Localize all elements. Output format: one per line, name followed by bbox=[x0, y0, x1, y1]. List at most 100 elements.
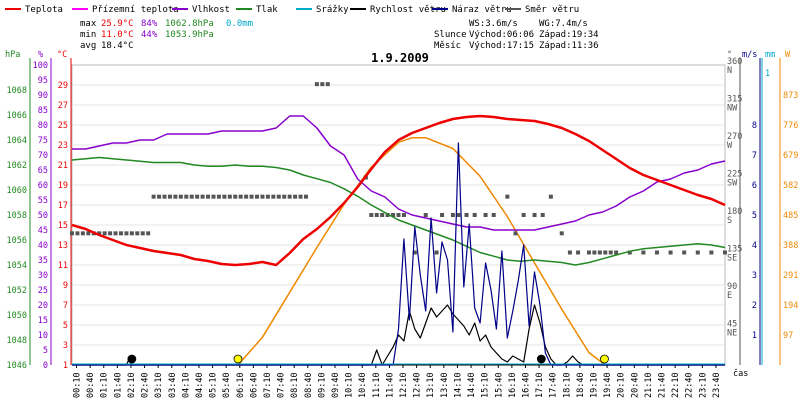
humidity-tick-label: 55 bbox=[38, 196, 48, 206]
wind-dir-point bbox=[695, 250, 700, 255]
pressure-tick-label: 1068 bbox=[7, 86, 27, 96]
humidity-tick-label: 60 bbox=[38, 181, 48, 191]
moon-marker bbox=[127, 354, 137, 364]
wind-dir-point bbox=[113, 231, 118, 236]
humidity-tick-label: 0 bbox=[43, 361, 48, 371]
wind-dir-point bbox=[75, 231, 80, 236]
wind-speed-tick-label: 3 bbox=[752, 271, 757, 281]
solar-tick-label: 873 bbox=[783, 91, 798, 101]
legend-label: Tlak bbox=[256, 5, 278, 15]
wind-dir-point bbox=[325, 82, 330, 87]
x-tick-label: 12:10 bbox=[399, 372, 409, 398]
humidity-tick-label: 75 bbox=[38, 136, 48, 146]
wind-dir-point bbox=[641, 250, 646, 255]
wind-dir-point bbox=[654, 250, 659, 255]
stats-avg-label: avg bbox=[80, 41, 96, 51]
wind-dir-point bbox=[162, 194, 167, 199]
wind-speed-tick-label: 7 bbox=[752, 151, 757, 161]
wind-dir-tick-label: 45 bbox=[727, 320, 737, 330]
series-line-vlhkost bbox=[72, 115, 726, 231]
humidity-tick-label: 5 bbox=[43, 346, 48, 356]
solar-tick-label: 679 bbox=[783, 151, 798, 161]
temperature-tick-label: 27 bbox=[58, 101, 68, 111]
stats-max-temp: 25.9°C bbox=[101, 19, 134, 29]
x-tick-label: 21:40 bbox=[658, 372, 668, 398]
astro-info: WS:3.6m/s WG:7.4m/s Slunce Východ:06:06 … bbox=[434, 19, 599, 51]
wind-dir-point bbox=[614, 250, 619, 255]
series-line-slune-n--z--en- bbox=[237, 136, 606, 366]
wind-dir-compass-label: NE bbox=[727, 329, 737, 339]
x-tick-label: 10:40 bbox=[358, 372, 368, 398]
wind-dir-point bbox=[200, 194, 205, 199]
wind-dir-compass-label: W bbox=[727, 141, 733, 151]
legend-label: Srážky bbox=[316, 5, 349, 15]
wind-dir-tick-label: 315 bbox=[727, 95, 742, 105]
wind-dir-point bbox=[521, 213, 526, 217]
stats-min-temp: 11.0°C bbox=[101, 30, 134, 40]
wind-dir-point bbox=[456, 213, 461, 217]
wind-dir-point bbox=[102, 231, 107, 236]
pressure-unit-label: hPa bbox=[5, 50, 20, 60]
x-tick-label: 11:40 bbox=[385, 372, 395, 398]
stats-block: max 25.9°C 84% 1062.8hPa 0.0mm min 11.0°… bbox=[80, 19, 253, 51]
sun-label: Slunce bbox=[434, 30, 467, 40]
wind-dir-point bbox=[513, 231, 518, 236]
wind-dir-compass-label: S bbox=[727, 216, 732, 226]
x-tick-label: 02:10 bbox=[127, 372, 137, 398]
x-axis: 00:10 00:40 01:10 01:40 02:10 02:40 03:10 03:40… bbox=[72, 364, 725, 398]
x-tick-label: 07:40 bbox=[277, 372, 287, 398]
wind-dir-point bbox=[157, 194, 162, 199]
wind-dir-point bbox=[282, 194, 287, 199]
x-tick-label: 19:10 bbox=[589, 372, 599, 398]
stats-max-hum: 84% bbox=[141, 19, 158, 29]
wind-dir-point bbox=[586, 250, 591, 255]
wind-dir-point bbox=[709, 250, 714, 255]
x-tick-label: 15:40 bbox=[494, 372, 504, 398]
wind-gust-info: WG:7.4m/s bbox=[539, 19, 588, 29]
rain-unit-label: mm bbox=[765, 50, 775, 60]
stats-max-press: 1062.8hPa bbox=[165, 19, 214, 29]
x-tick-label: 20:40 bbox=[630, 372, 640, 398]
temperature-tick-label: 9 bbox=[63, 281, 68, 291]
temperature-tick-label: 7 bbox=[63, 301, 68, 311]
wind-dir-point bbox=[189, 194, 194, 199]
wind-dir-point bbox=[627, 250, 632, 255]
chart-title: 1.9.2009 bbox=[371, 51, 429, 65]
x-tick-label: 09:10 bbox=[317, 372, 327, 398]
x-tick-label: 21:10 bbox=[644, 372, 654, 398]
wind-dir-point bbox=[401, 213, 406, 217]
x-tick-label: 03:10 bbox=[154, 372, 164, 398]
wind-dir-point bbox=[597, 250, 602, 255]
humidity-tick-label: 65 bbox=[38, 166, 48, 176]
x-tick-label: 09:40 bbox=[331, 372, 341, 398]
wind-dir-point bbox=[608, 250, 613, 255]
x-tick-label: 14:40 bbox=[467, 372, 477, 398]
wind-dir-point bbox=[540, 213, 545, 217]
series-layer bbox=[70, 82, 727, 366]
wind-dir-point bbox=[682, 250, 687, 255]
solar-tick-label: 582 bbox=[783, 181, 798, 191]
wind-dir-tick-label: 180 bbox=[727, 207, 742, 217]
humidity-unit-label: % bbox=[38, 50, 43, 60]
wind-dir-point bbox=[374, 213, 379, 217]
wind-dir-point bbox=[464, 213, 469, 217]
wind-dir-point bbox=[440, 213, 445, 217]
legend-label: Náraz větru bbox=[452, 5, 512, 15]
wind-dir-point bbox=[140, 231, 145, 236]
x-tick-label: 17:10 bbox=[535, 372, 545, 398]
stats-avg-temp: 18.4°C bbox=[101, 41, 134, 51]
humidity-tick-label: 85 bbox=[38, 106, 48, 116]
legend-label: Přízemní teplota bbox=[92, 5, 179, 15]
wind-dir-point bbox=[287, 194, 292, 199]
wind-dir-compass-label: NW bbox=[727, 104, 738, 114]
wind-dir-point bbox=[173, 194, 178, 199]
humidity-tick-label: 90 bbox=[38, 91, 48, 101]
x-tick-label: 16:10 bbox=[508, 372, 518, 398]
wind-dir-tick-label: 225 bbox=[727, 170, 742, 180]
legend-label: Rychlost větru bbox=[370, 5, 446, 15]
x-tick-label: 08:40 bbox=[304, 372, 314, 398]
wind-dir-point bbox=[559, 231, 564, 236]
wind-dir-point bbox=[80, 231, 85, 236]
wind-dir-point bbox=[97, 231, 102, 236]
